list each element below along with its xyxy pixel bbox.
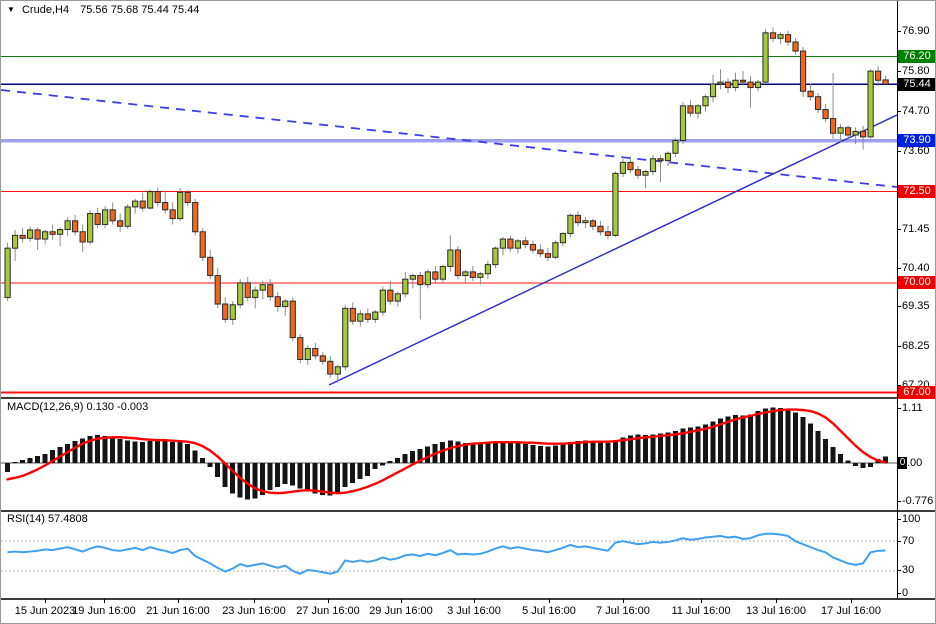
price-tick-mark	[897, 267, 901, 269]
rsi-panel-canvas[interactable]	[1, 511, 936, 599]
price-tick-mark	[897, 70, 901, 72]
rsi-panel-splitter[interactable]	[1, 510, 935, 512]
price-tick-mark	[897, 384, 901, 386]
price-tick-mark	[897, 110, 901, 112]
time-axis-label: 11 Jul 16:00	[671, 605, 731, 617]
time-axis-border	[1, 598, 935, 600]
time-tick-mark	[254, 599, 255, 603]
rsi-tick-mark	[897, 570, 901, 572]
macd-tick-mark	[897, 407, 901, 409]
time-tick-mark	[328, 599, 329, 603]
trendlines	[1, 89, 898, 386]
macd-current-value-badge: 0	[898, 457, 907, 469]
price-tick-label: 75.80	[902, 64, 930, 77]
price-level-badge: 70.00	[898, 276, 935, 290]
time-tick-mark	[45, 599, 46, 603]
time-tick-mark	[701, 599, 702, 603]
price-tick-label: 69.35	[902, 300, 930, 313]
time-axis-label: 23 Jun 16:00	[222, 605, 286, 617]
time-tick-mark	[178, 599, 179, 603]
symbol-timeframe-label: Crude,H4	[21, 4, 70, 16]
time-axis-label: 3 Jul 16:00	[447, 605, 501, 617]
rsi-tick-label: 30	[902, 564, 915, 577]
horizontal-level-lines	[1, 55, 897, 394]
macd-tick-label: 1.11	[902, 401, 923, 414]
time-axis-label: 21 Jun 16:00	[146, 605, 210, 617]
macd-zero-label: .00	[907, 456, 923, 469]
macd-panel-splitter[interactable]	[1, 397, 935, 399]
price-tick-label: 76.90	[902, 24, 930, 37]
time-tick-mark	[549, 599, 550, 603]
time-axis-label: 17 Jul 16:00	[821, 605, 881, 617]
rsi-line	[7, 532, 886, 575]
price-tick-mark	[897, 229, 901, 231]
time-axis-label: 15 Jun 2023	[14, 605, 76, 617]
time-axis-label: 27 Jun 16:00	[296, 605, 360, 617]
ohlc-readout: 75.56 75.68 75.44 75.44	[80, 4, 200, 16]
price-tick-mark	[897, 306, 901, 308]
price-level-badge: 67.00	[898, 385, 935, 399]
rsi-tick-mark	[897, 518, 901, 520]
macd-signal-line	[6, 408, 887, 495]
time-tick-mark	[623, 599, 624, 603]
rsi-tick-label: 70	[902, 534, 915, 547]
rsi-tick-mark	[897, 540, 901, 542]
candles-layer	[4, 27, 889, 384]
macd-tick-label: -0.776	[902, 494, 934, 507]
rsi-tick-label: 100	[902, 512, 921, 525]
price-chart-canvas[interactable]	[1, 1, 936, 398]
time-tick-mark	[104, 599, 105, 603]
rsi-tick-mark	[897, 592, 901, 594]
time-axis-label: 13 Jul 16:00	[746, 605, 806, 617]
price-level-badge: 72.50	[898, 185, 935, 199]
price-tick-label: 71.45	[902, 223, 930, 236]
symbol-marker-icon: ▼	[7, 5, 15, 14]
time-axis-label: 29 Jun 16:00	[369, 605, 433, 617]
macd-histogram	[5, 407, 888, 500]
time-axis-label: 7 Jul 16:00	[596, 605, 650, 617]
price-tick-mark	[897, 30, 901, 32]
time-tick-mark	[474, 599, 475, 603]
rsi-indicator-label: RSI(14) 57.4808	[7, 513, 88, 525]
rsi-tick-label: 0	[902, 586, 909, 599]
price-level-badge: 73.90	[898, 134, 935, 147]
time-axis-label: 5 Jul 16:00	[522, 605, 576, 617]
time-tick-mark	[776, 599, 777, 603]
price-tick-label: 73.60	[902, 144, 930, 157]
price-tick-mark	[897, 150, 901, 152]
price-tick-label: 68.25	[902, 340, 930, 353]
price-axis-border	[897, 1, 898, 599]
chart-title: ▼ Crude,H4 75.56 75.68 75.44 75.44	[7, 4, 199, 16]
time-tick-mark	[851, 599, 852, 603]
macd-indicator-label: MACD(12,26,9) 0.130 -0.003	[7, 401, 149, 413]
macd-panel-canvas[interactable]	[1, 398, 936, 511]
price-level-badge: 76.20	[898, 50, 935, 64]
price-level-badge: 75.44	[898, 77, 935, 91]
price-tick-mark	[897, 346, 901, 348]
price-tick-label: 74.70	[902, 104, 930, 117]
macd-tick-mark	[897, 500, 901, 502]
time-axis-label: 19 Jun 16:00	[72, 605, 136, 617]
time-tick-mark	[401, 599, 402, 603]
price-tick-label: 70.40	[902, 261, 930, 274]
